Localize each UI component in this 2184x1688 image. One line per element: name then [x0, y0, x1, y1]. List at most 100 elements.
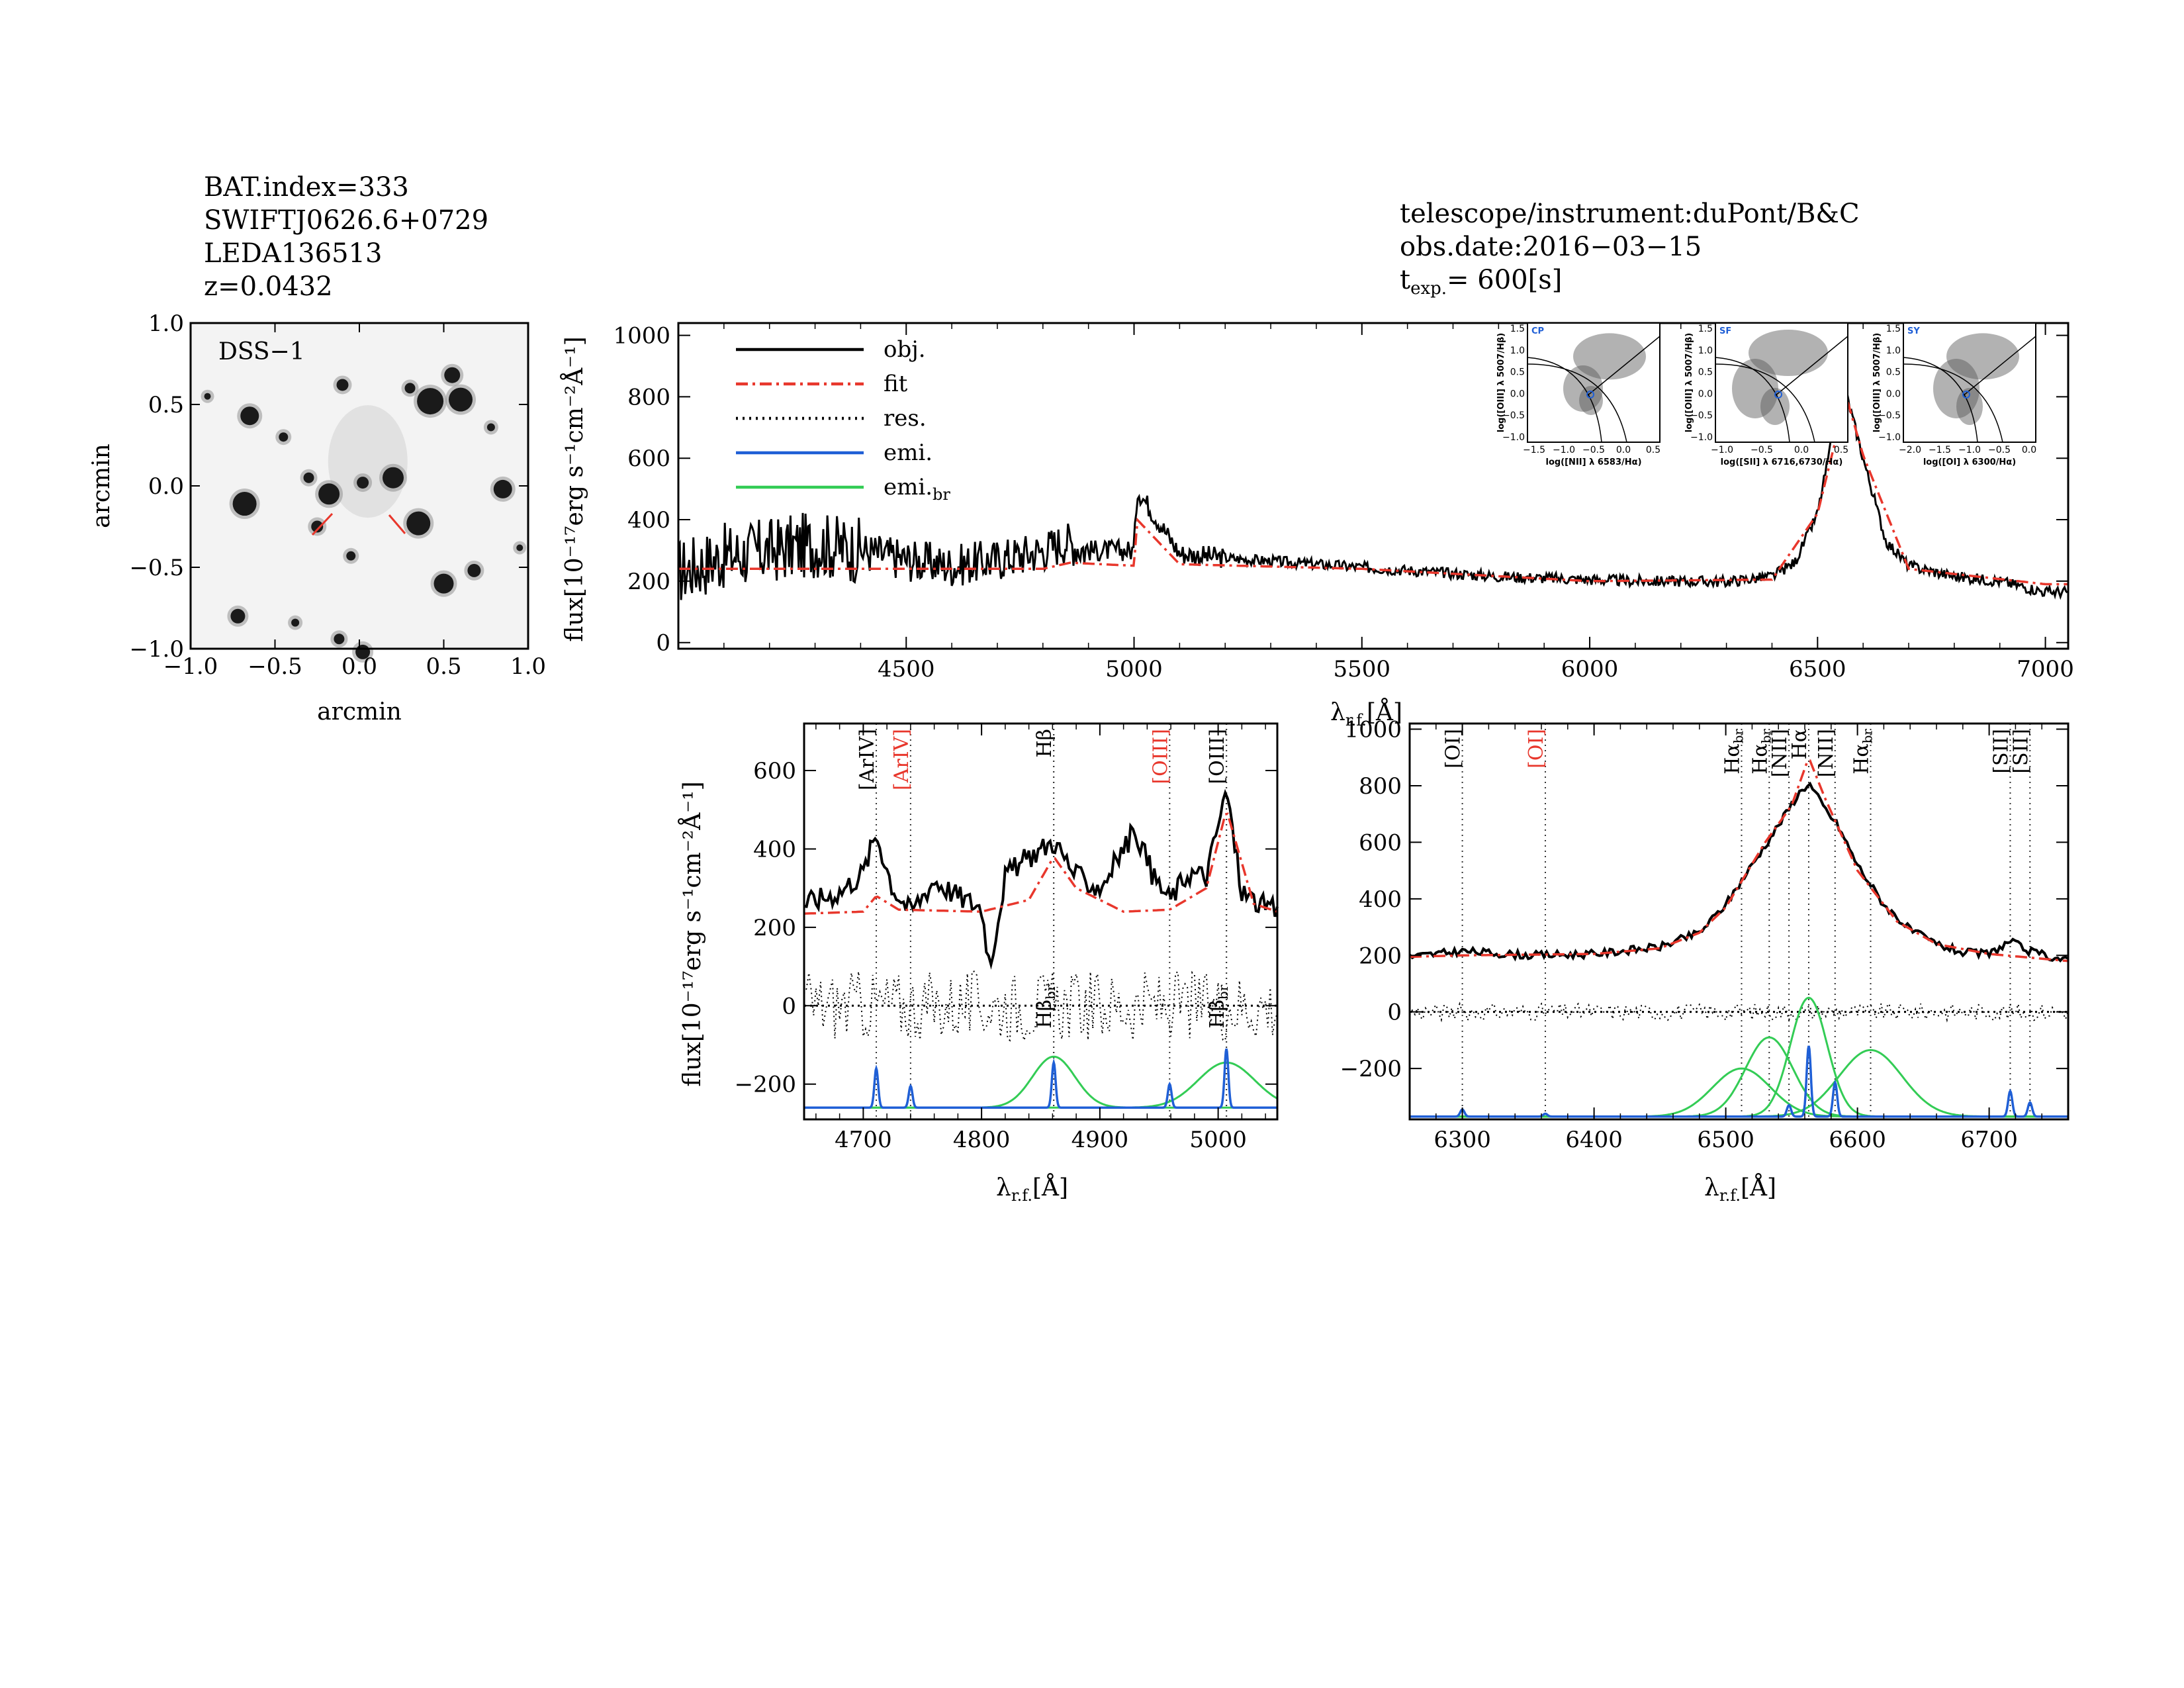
bpt-inset-sf: SF −1.0 −0.5 0.0 0.5 −1.0 −0.5 0.0 0.5 1.0 1.5 log(…	[1684, 322, 1848, 467]
x-tick-label: 4800	[953, 1127, 1011, 1153]
observation-info: telescope/instrument:duPont/B&C obs.date…	[1400, 199, 1860, 299]
y-tick-label: 600	[753, 758, 796, 784]
bpt-x-tick-label: −1.0	[1553, 445, 1575, 455]
star	[230, 608, 246, 624]
dss-x-tick-label: 1.0	[510, 653, 546, 680]
y-tick-label: 600	[1359, 829, 1402, 856]
bpt-object-point	[1774, 391, 1782, 399]
bpt-x-axis-label: log([SII] λ 6716,6730/Hα)	[1721, 457, 1843, 467]
dss-y-tick-label: 0.0	[148, 473, 184, 500]
dss-x-tick-label: −1.0	[163, 653, 218, 680]
star	[357, 477, 369, 489]
target-marker-left	[311, 512, 334, 536]
target-marker-right	[388, 514, 406, 534]
x-tick-label: 4700	[835, 1127, 892, 1153]
bpt-class-tag: SF	[1719, 326, 1731, 336]
fit-spectrum	[803, 812, 1278, 915]
star	[303, 472, 314, 483]
bpt-x-axis-label: log([NII] λ 6583/Hα)	[1545, 457, 1641, 467]
y-tick-label: 1000	[613, 323, 670, 350]
x-tick-label: 6300	[1433, 1127, 1491, 1153]
narrow-emission-line	[804, 1049, 1277, 1109]
bpt-y-tick-label: 1.0	[1698, 346, 1713, 356]
hbeta-zoom-panel: [ArIV] [ArIV] Hβ [OIII] [OIII] Hβbr Hβbr 4700 48…	[678, 722, 1279, 1205]
star	[311, 520, 324, 533]
broad-emission-component	[1410, 1067, 2068, 1118]
dss-x-tick-label: −0.5	[248, 653, 302, 680]
dss-y-axis-label: arcmin	[88, 444, 115, 528]
info-line-leda-name: LEDA136513	[204, 238, 382, 269]
line-label: Hβbr	[1206, 984, 1231, 1028]
star	[417, 388, 444, 415]
x-tick-label: 6500	[1789, 656, 1846, 682]
plot-frame	[1408, 722, 2070, 1121]
bpt-object-point	[1962, 391, 1970, 399]
bpt-density	[1749, 330, 1828, 376]
obs-telescope: telescope/instrument:duPont/B&C	[1400, 199, 1860, 229]
line-label: [SII]	[1989, 729, 2013, 774]
dss-survey-label: DSS−1	[218, 338, 305, 365]
legend-label: emi.	[884, 440, 933, 466]
bpt-seyfert-liner-line	[1774, 336, 1848, 397]
x-tick-label: 6400	[1565, 1127, 1623, 1153]
object-info: BAT.index=333 SWIFTJ0626.6+0729 LEDA1365…	[204, 172, 488, 302]
info-line-redshift: z=0.0432	[204, 271, 333, 302]
bpt-x-tick-label: 0.0	[2022, 445, 2036, 455]
y-tick-label: −200	[735, 1072, 796, 1098]
line-label: [NII]	[1815, 729, 1838, 777]
bpt-demarcation-curve-2	[1527, 363, 1627, 443]
residual-line	[803, 970, 1278, 1042]
line-label: [SII]	[2009, 729, 2032, 774]
bpt-x-tick-label: −1.5	[1929, 445, 1951, 455]
y-tick-label: 0	[782, 993, 796, 1019]
main-x-axis-label: λr.f.[Å]	[1330, 698, 1402, 729]
star	[404, 383, 416, 394]
line-label: Hαbr	[1721, 729, 1746, 774]
bpt-y-tick-label: 0.0	[1510, 389, 1525, 399]
bpt-y-axis-label: log([OIII] λ 5007/Hβ)	[1872, 333, 1882, 432]
broad-emission-component	[1410, 1036, 2068, 1118]
star	[318, 483, 340, 505]
line-label: Hαbr	[1749, 729, 1774, 774]
bpt-y-tick-label: 1.5	[1886, 324, 1901, 334]
residual-line	[1409, 1002, 2069, 1023]
plot-frame	[803, 722, 1279, 1121]
line-label: [OI]	[1525, 729, 1548, 769]
bpt-x-tick-label: 0.5	[1646, 445, 1661, 455]
legend-label: res.	[884, 405, 927, 432]
y-tick-label: 400	[1359, 886, 1402, 913]
bpt-seyfert-liner-line	[1586, 336, 1661, 397]
dss-axes: −1.0−1.0 −0.5 −0.5 0.0 0.0 0.5 0.5 1.0 1.0	[129, 310, 546, 680]
line-label: [OIII]	[1206, 729, 1229, 784]
hbeta-x-axis-label: λr.f.[Å]	[996, 1174, 1068, 1205]
star	[291, 618, 300, 627]
bpt-inset-sy: SY −2.0 −1.5 −1.0 −0.5 0.0 −1.0 −0.5 0.0 0.5 1.0 1.…	[1872, 322, 2036, 467]
y-tick-label: 200	[753, 915, 796, 941]
bpt-x-tick-label: −2.0	[1899, 445, 1921, 455]
x-tick-label: 5000	[1105, 656, 1163, 682]
line-label: [ArIV]	[856, 729, 879, 790]
bpt-density	[1563, 365, 1603, 412]
line-label: [ArIV]	[890, 729, 913, 790]
bpt-y-tick-label: −1.0	[1878, 432, 1901, 443]
y-tick-label: 1000	[1344, 717, 1402, 743]
dss-x-axis-label: arcmin	[317, 698, 402, 726]
y-tick-label: 400	[753, 836, 796, 863]
bpt-x-axis-label: log([OI] λ 6300/Hα)	[1923, 457, 2016, 467]
bpt-y-tick-label: 0.0	[1698, 389, 1713, 399]
star	[334, 633, 345, 645]
x-tick-label: 4500	[878, 656, 935, 682]
star	[449, 387, 473, 412]
bpt-x-tick-label: 0.0	[1794, 445, 1809, 455]
bpt-x-tick-label: 0.0	[1616, 445, 1631, 455]
star	[383, 467, 404, 489]
dss-y-tick-label: −1.0	[129, 636, 184, 663]
y-tick-label: 200	[1359, 943, 1402, 969]
bpt-y-tick-label: 1.5	[1510, 324, 1525, 334]
x-tick-label: 6600	[1829, 1127, 1886, 1153]
bpt-x-tick-label: −0.5	[1582, 445, 1605, 455]
x-tick-label: 7000	[2017, 656, 2074, 682]
bpt-frame	[1527, 322, 1661, 443]
star	[486, 423, 495, 432]
